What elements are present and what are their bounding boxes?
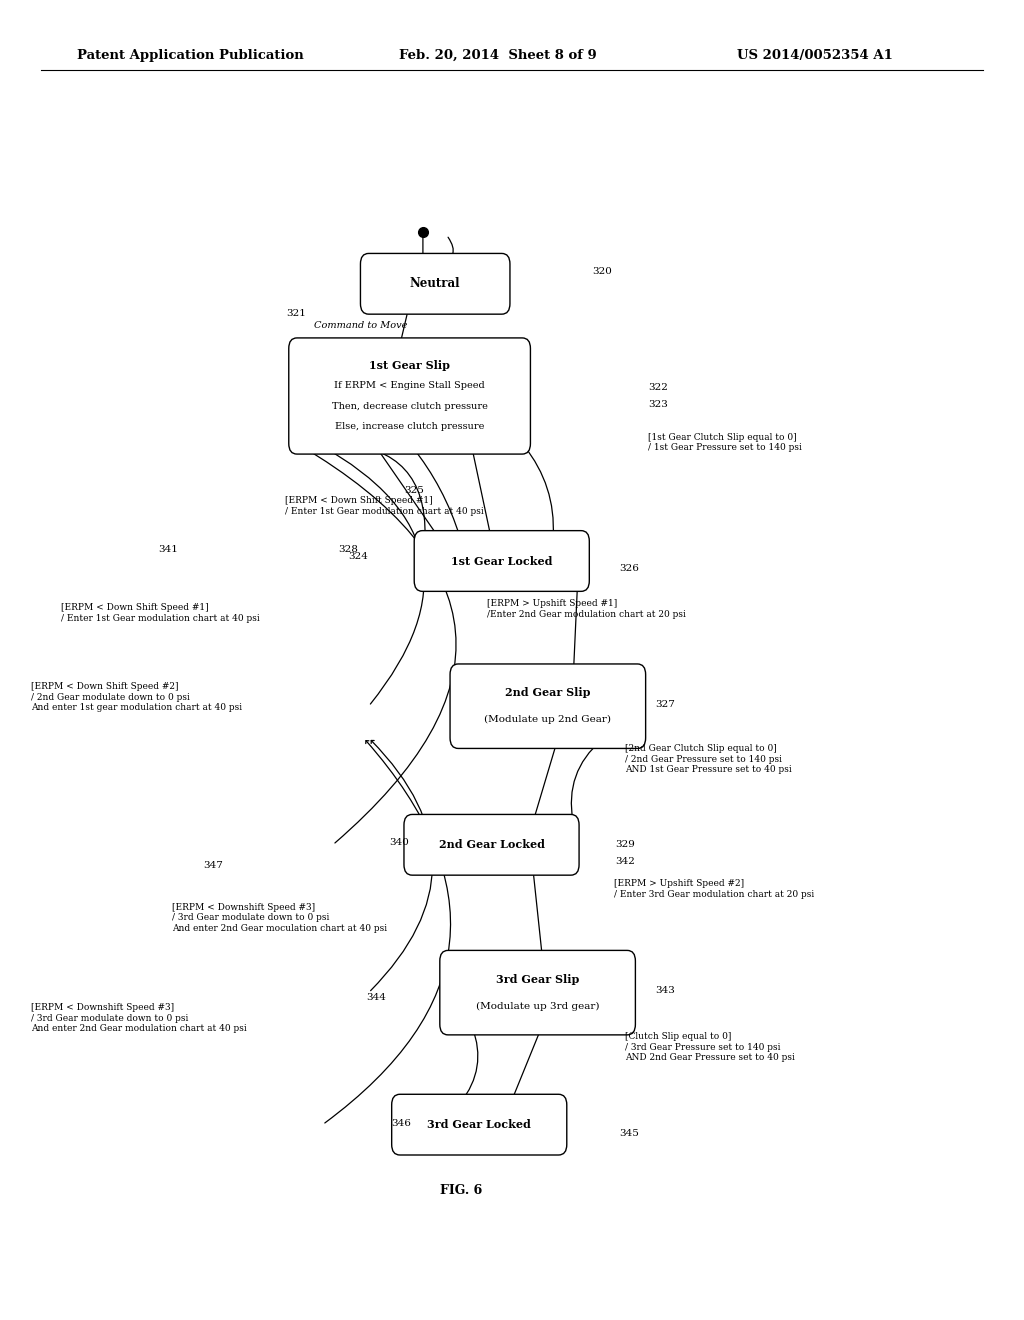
Text: 340: 340 — [389, 838, 409, 847]
Text: Feb. 20, 2014  Sheet 8 of 9: Feb. 20, 2014 Sheet 8 of 9 — [399, 49, 597, 62]
FancyBboxPatch shape — [289, 338, 530, 454]
Text: [ERPM < Down Shift Speed #1]
/ Enter 1st Gear modulation chart at 40 psi: [ERPM < Down Shift Speed #1] / Enter 1st… — [285, 496, 483, 516]
Text: 347: 347 — [203, 861, 222, 870]
Text: [ERPM > Upshift Speed #2]
/ Enter 3rd Gear modulation chart at 20 psi: [ERPM > Upshift Speed #2] / Enter 3rd Ge… — [614, 879, 815, 899]
Text: [ERPM < Down Shift Speed #1]
/ Enter 1st Gear modulation chart at 40 psi: [ERPM < Down Shift Speed #1] / Enter 1st… — [61, 603, 260, 623]
Text: 326: 326 — [620, 564, 639, 573]
Text: [ERPM > Upshift Speed #1]
/Enter 2nd Gear modulation chart at 20 psi: [ERPM > Upshift Speed #1] /Enter 2nd Gea… — [487, 599, 686, 619]
Text: US 2014/0052354 A1: US 2014/0052354 A1 — [737, 49, 893, 62]
Text: 328: 328 — [338, 545, 357, 554]
Text: FIG. 6: FIG. 6 — [439, 1184, 482, 1197]
FancyBboxPatch shape — [440, 950, 635, 1035]
FancyBboxPatch shape — [360, 253, 510, 314]
Text: 329: 329 — [615, 840, 635, 849]
Text: 323: 323 — [648, 400, 668, 409]
Text: 3rd Gear Locked: 3rd Gear Locked — [427, 1119, 531, 1130]
Text: If ERPM < Engine Stall Speed: If ERPM < Engine Stall Speed — [334, 381, 485, 391]
Text: 1st Gear Slip: 1st Gear Slip — [369, 360, 451, 371]
Text: (Modulate up 3rd gear): (Modulate up 3rd gear) — [476, 1002, 599, 1011]
Text: 346: 346 — [391, 1119, 411, 1129]
Text: 2nd Gear Slip: 2nd Gear Slip — [505, 688, 591, 698]
Text: 2nd Gear Locked: 2nd Gear Locked — [438, 840, 545, 850]
Text: Command to Move: Command to Move — [314, 321, 408, 330]
Text: 1st Gear Locked: 1st Gear Locked — [451, 556, 553, 566]
Text: 342: 342 — [615, 857, 635, 866]
Text: 327: 327 — [655, 700, 675, 709]
FancyBboxPatch shape — [414, 531, 589, 591]
Text: 3rd Gear Slip: 3rd Gear Slip — [496, 974, 580, 985]
Text: 320: 320 — [592, 267, 611, 276]
Text: Else, increase clutch pressure: Else, increase clutch pressure — [335, 422, 484, 430]
Text: [Clutch Slip equal to 0]
/ 3rd Gear Pressure set to 140 psi
AND 2nd Gear Pressur: [Clutch Slip equal to 0] / 3rd Gear Pres… — [625, 1032, 795, 1063]
Text: 341: 341 — [159, 545, 178, 554]
Text: 345: 345 — [620, 1129, 639, 1138]
FancyBboxPatch shape — [451, 664, 646, 748]
Text: [1st Gear Clutch Slip equal to 0]
/ 1st Gear Pressure set to 140 psi: [1st Gear Clutch Slip equal to 0] / 1st … — [648, 433, 802, 453]
Text: Patent Application Publication: Patent Application Publication — [77, 49, 303, 62]
Text: Then, decrease clutch pressure: Then, decrease clutch pressure — [332, 401, 487, 411]
FancyBboxPatch shape — [403, 814, 579, 875]
Text: [2nd Gear Clutch Slip equal to 0]
/ 2nd Gear Pressure set to 140 psi
AND 1st Gea: [2nd Gear Clutch Slip equal to 0] / 2nd … — [625, 744, 792, 775]
Text: [ERPM < Down Shift Speed #2]
/ 2nd Gear modulate down to 0 psi
And enter 1st gea: [ERPM < Down Shift Speed #2] / 2nd Gear … — [31, 682, 242, 713]
Text: 324: 324 — [348, 552, 368, 561]
Text: [ERPM < Downshift Speed #3]
/ 3rd Gear modulate down to 0 psi
And enter 2nd Gear: [ERPM < Downshift Speed #3] / 3rd Gear m… — [172, 903, 387, 933]
Text: Neutral: Neutral — [410, 277, 461, 290]
Text: (Modulate up 2nd Gear): (Modulate up 2nd Gear) — [484, 715, 611, 725]
Text: 325: 325 — [404, 486, 424, 495]
Text: 322: 322 — [648, 383, 668, 392]
Text: 321: 321 — [287, 309, 306, 318]
FancyBboxPatch shape — [391, 1094, 567, 1155]
Text: [ERPM < Downshift Speed #3]
/ 3rd Gear modulate down to 0 psi
And enter 2nd Gear: [ERPM < Downshift Speed #3] / 3rd Gear m… — [31, 1003, 247, 1034]
Text: 343: 343 — [655, 986, 675, 995]
Text: 344: 344 — [367, 993, 386, 1002]
